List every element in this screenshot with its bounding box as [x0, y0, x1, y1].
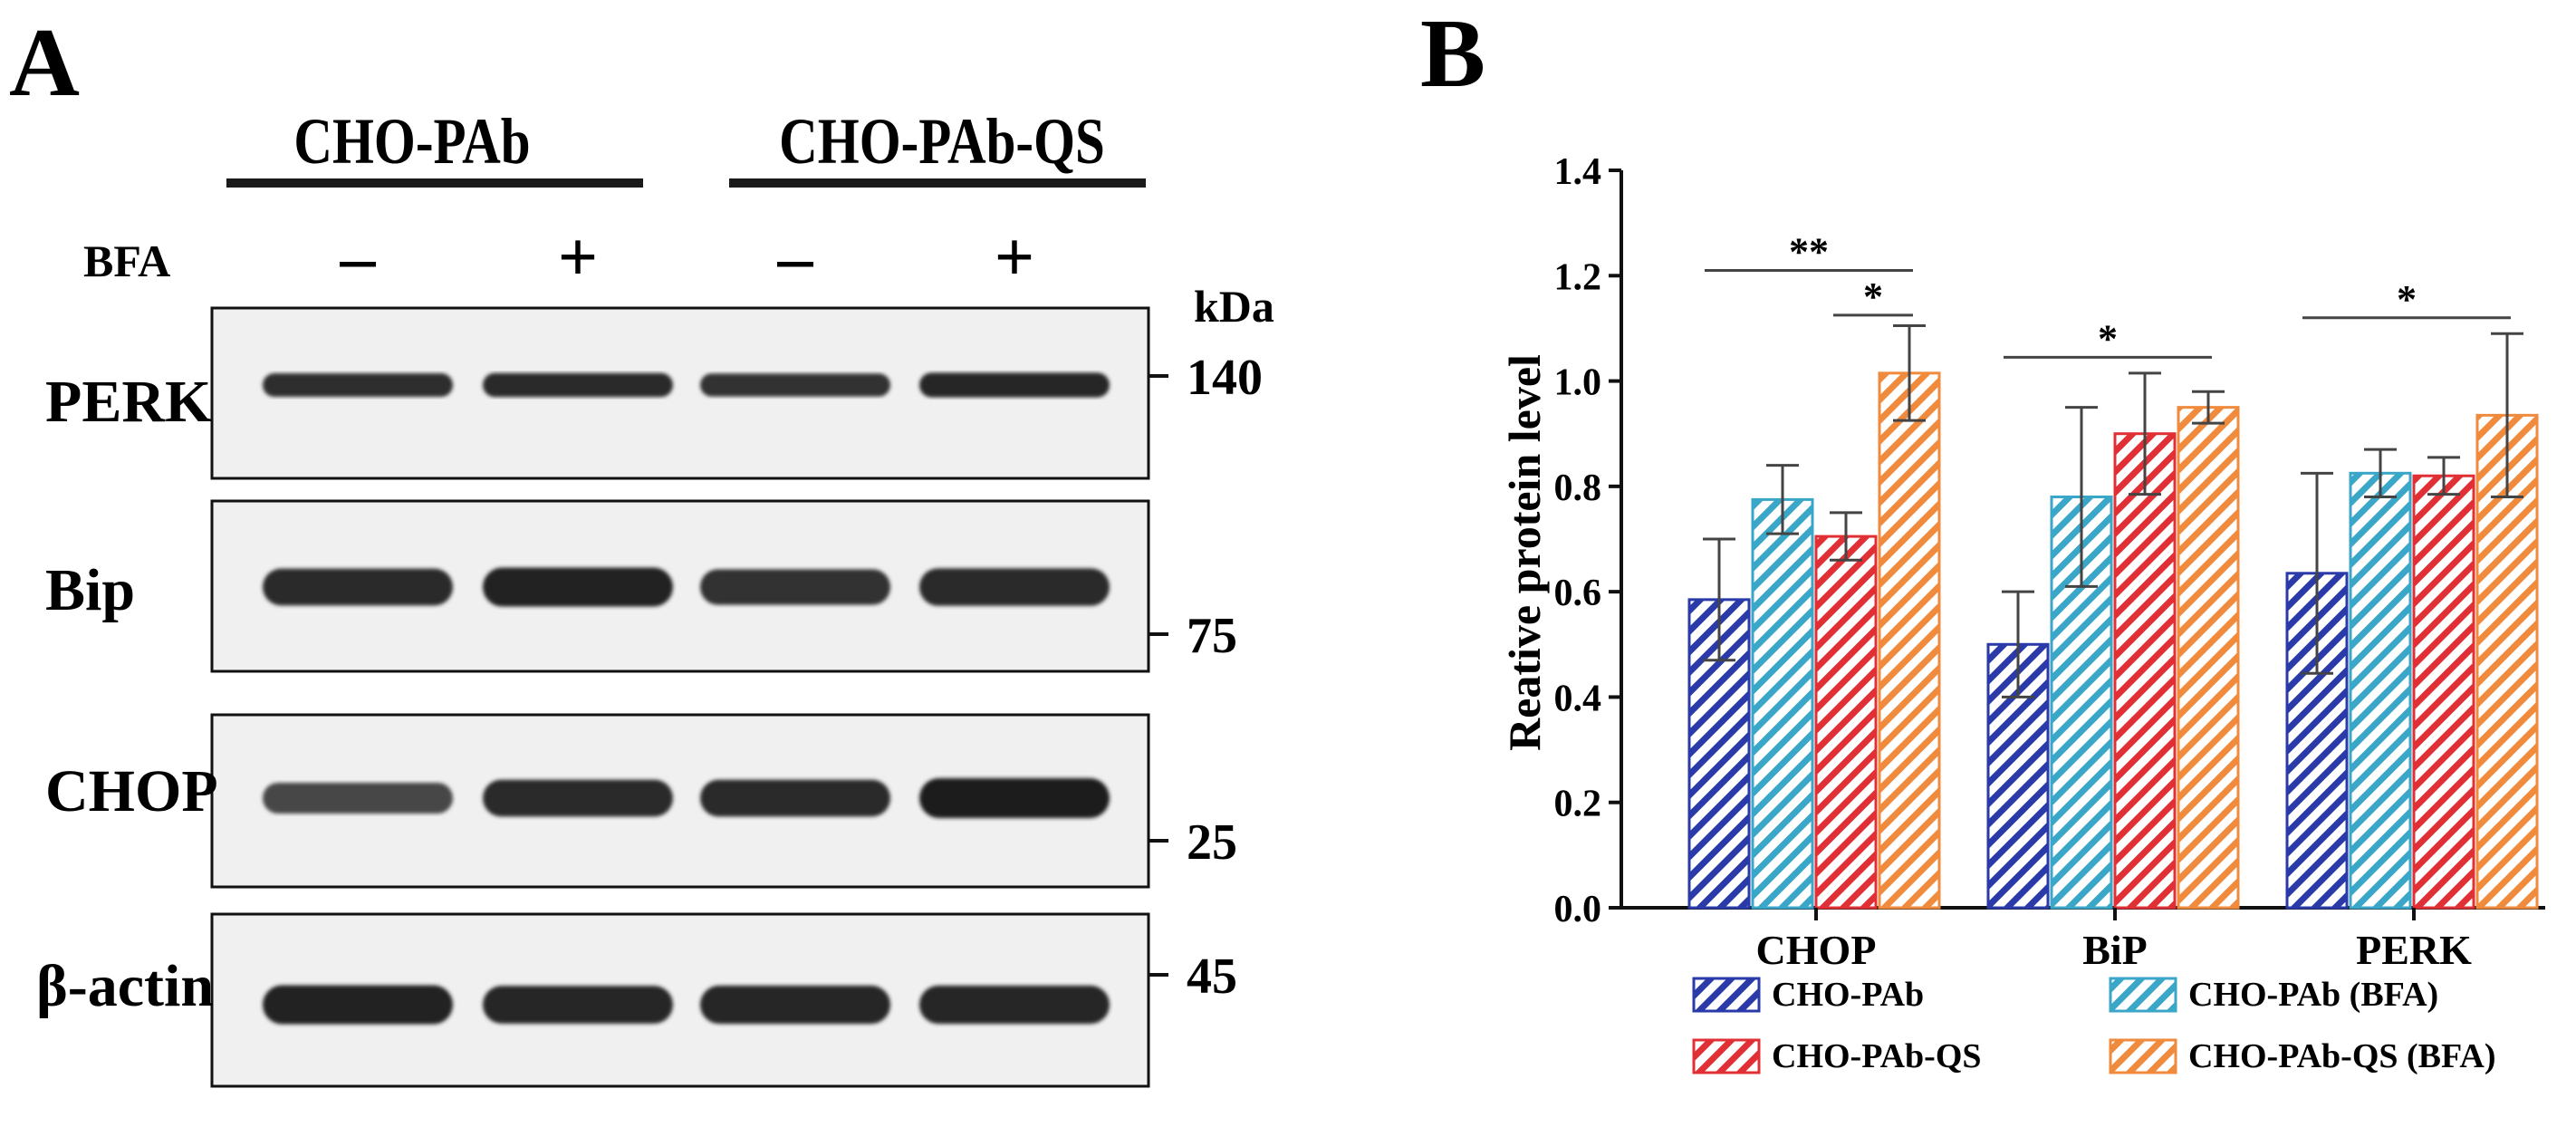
- y-tick-label: 1.2: [1554, 256, 1602, 298]
- blot-label: PERK: [45, 369, 211, 435]
- treatment-sign-lane-2: +: [558, 217, 598, 296]
- y-tick-label: 1.0: [1554, 362, 1602, 404]
- category-group-chop: CHOP: [1687, 324, 1941, 973]
- band-lane-4: [919, 778, 1110, 818]
- band-lane-1: [263, 568, 453, 606]
- blot-actin: β-actin 45: [36, 912, 1237, 1088]
- band-lane-3: [700, 779, 890, 817]
- band-lane-4: [919, 568, 1110, 606]
- band-lane-3: [700, 373, 890, 397]
- bar-perk-series-2: [2349, 471, 2412, 910]
- band-lane-1: [263, 372, 453, 398]
- x-tick-label: PERK: [2356, 927, 2472, 973]
- category-group-bip: BiP: [1986, 371, 2240, 973]
- band-lane-1: [263, 985, 453, 1025]
- treatment-sign-lane-3: –: [777, 217, 814, 296]
- legend-swatch: [2109, 977, 2177, 1013]
- significance-label: *: [1863, 275, 1883, 319]
- panel-a-western-blot: A CHO-PAb CHO-PAb-QS BFA – + – + kDa PERK 14…: [9, 9, 1274, 1088]
- category-group-perk: PERK: [2285, 332, 2539, 973]
- group-label-cho-pab-qs: CHO-PAb-QS: [779, 106, 1105, 178]
- bar-chop-series-2: [1751, 497, 1814, 910]
- bar-bip-series-4: [2177, 406, 2240, 910]
- legend-label: CHO-PAb (BFA): [2188, 976, 2438, 1014]
- bar-bip-series-3: [2113, 432, 2177, 910]
- significance-label: *: [2397, 277, 2417, 322]
- y-tick-label: 0.6: [1554, 573, 1602, 614]
- blot-label: CHOP: [45, 758, 218, 824]
- band-lane-2: [483, 372, 673, 398]
- band-lane-3: [700, 569, 890, 605]
- band-lane-1: [263, 782, 453, 814]
- y-tick-label: 1.4: [1554, 151, 1602, 193]
- legend-label: CHO-PAb: [1772, 976, 1924, 1014]
- band-lane-2: [483, 779, 673, 817]
- significance-label: *: [2098, 316, 2118, 361]
- significance-label: **: [1789, 229, 1829, 274]
- legend-swatch: [2109, 1038, 2177, 1074]
- legend-item-4: CHO-PAb-QS (BFA): [2109, 1037, 2496, 1075]
- kda-label: kDa: [1194, 281, 1274, 332]
- legend-swatch: [1692, 1038, 1761, 1074]
- y-tick-label: 0.2: [1554, 784, 1602, 825]
- treatment-sign-lane-4: +: [995, 217, 1034, 296]
- band-lane-3: [700, 985, 890, 1025]
- x-tick-label: BiP: [2082, 927, 2148, 973]
- band-lane-4: [919, 985, 1110, 1025]
- x-tick-label: CHOP: [1756, 927, 1877, 973]
- band-lane-4: [919, 372, 1110, 398]
- y-axis-label: Reative protein level: [1499, 354, 1550, 751]
- panel-b-bar-chart: B 0.0 0.2 0.4 0.6 0.8 1.0 1.2 1.4 Reative protei…: [1420, 0, 2545, 1075]
- y-tick-label: 0.8: [1554, 467, 1602, 509]
- group-underline-cho-pab-qs: [729, 178, 1146, 188]
- bar-perk-series-3: [2412, 474, 2475, 910]
- marker-label: 75: [1187, 608, 1237, 664]
- legend-label: CHO-PAb-QS: [1772, 1037, 1982, 1075]
- marker-label: 140: [1187, 350, 1263, 406]
- legend-swatch: [1692, 977, 1761, 1013]
- treatment-sign-lane-1: –: [340, 217, 377, 296]
- group-underline-cho-pab: [226, 178, 643, 188]
- treatment-label: BFA: [83, 236, 170, 286]
- blot-label: Bip: [45, 557, 135, 623]
- panel-a-letter: A: [9, 9, 80, 117]
- band-lane-2: [483, 986, 673, 1024]
- blot-perk: PERK 140: [45, 306, 1263, 480]
- y-tick-label: 0.0: [1554, 889, 1602, 930]
- legend-item-3: CHO-PAb-QS: [1692, 1037, 1982, 1075]
- band-lane-2: [483, 567, 673, 607]
- blot-bip: Bip 75: [45, 499, 1237, 673]
- panel-b-letter: B: [1420, 0, 1485, 108]
- blot-chop: CHOP 25: [45, 713, 1237, 889]
- marker-label: 45: [1187, 949, 1237, 1005]
- bar-chop-series-3: [1814, 535, 1878, 910]
- bar-chop-series-4: [1878, 371, 1941, 910]
- legend-item-2: CHO-PAb (BFA): [2109, 976, 2438, 1014]
- y-tick-label: 0.4: [1554, 678, 1602, 719]
- legend-item-1: CHO-PAb: [1692, 976, 1924, 1014]
- legend-label: CHO-PAb-QS (BFA): [2188, 1037, 2496, 1075]
- marker-label: 25: [1187, 814, 1237, 871]
- group-label-cho-pab: CHO-PAb: [293, 106, 530, 178]
- blot-label: β-actin: [36, 953, 214, 1019]
